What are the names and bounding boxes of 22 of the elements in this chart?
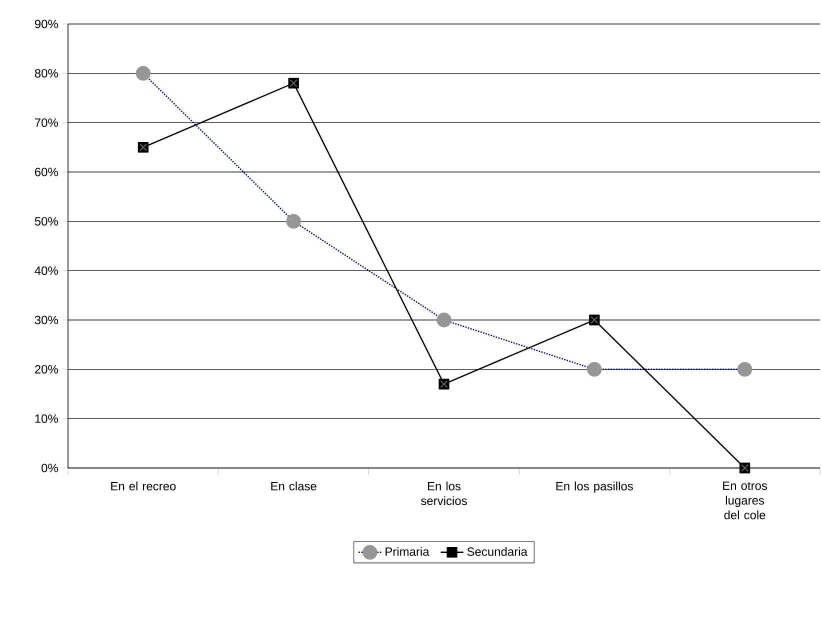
- y-tick-label: 40%: [34, 266, 58, 275]
- legend-label: Primaria: [386, 547, 430, 556]
- y-tick-label: 30%: [34, 316, 58, 324]
- y-tick-label: 50%: [34, 217, 58, 226]
- x-tick-label: En los servicios: [420, 482, 467, 506]
- point: [587, 362, 602, 377]
- y-tick-label: 80%: [34, 69, 58, 78]
- y-tick-label: 10%: [35, 414, 58, 423]
- x-tick-label: En otros lugares del cole: [723, 482, 768, 520]
- y-tick-label: 0%: [42, 464, 58, 472]
- x-tick-label: En el recreo: [111, 482, 176, 490]
- legend-label: Secundaria: [467, 547, 528, 556]
- y-tick-label: 20%: [34, 365, 58, 374]
- point: [436, 312, 452, 328]
- point: [286, 214, 301, 229]
- y-tick-label: 70%: [34, 118, 58, 127]
- x-tick-label: En clase: [271, 482, 316, 490]
- y-tick-label: 90%: [34, 20, 58, 28]
- point: [737, 362, 752, 377]
- y-tick-label: 60%: [34, 168, 58, 176]
- point: [136, 66, 151, 81]
- x-tick-label: En los pasillos: [556, 482, 633, 493]
